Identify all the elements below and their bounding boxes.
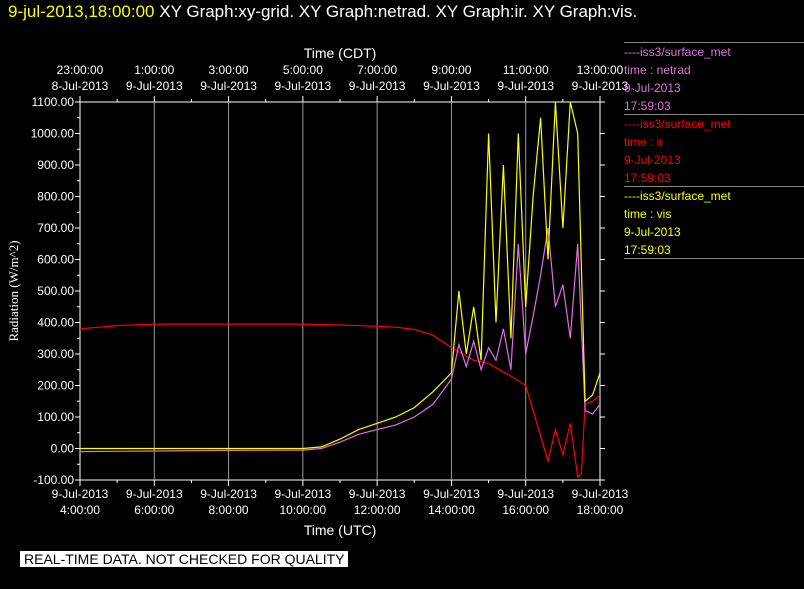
x-tick-label-top-time: 11:00:00 <box>503 63 549 77</box>
x-tick-label-bottom-time: 8:00:00 <box>209 503 249 517</box>
disclaimer: REAL-TIME DATA. NOT CHECKED FOR QUALITY <box>20 551 349 567</box>
legend-date: 9-Jul-2013 <box>624 225 681 239</box>
x-tick-label-top-date: 9-Jul-2013 <box>349 79 406 93</box>
x-tick-label-bottom-time: 16:00:00 <box>502 503 549 517</box>
x-tick-label-bottom-time: 4:00:00 <box>60 503 100 517</box>
y-tick-label: -100.00 <box>33 473 74 487</box>
x-tick-label-bottom-date: 9-Jul-2013 <box>52 487 109 501</box>
x-tick-label-bottom-date: 9-Jul-2013 <box>275 487 332 501</box>
x-tick-label-bottom-date: 9-Jul-2013 <box>200 487 257 501</box>
y-tick-label: 800.00 <box>37 190 74 204</box>
x-axis-label-bottom: Time (UTC) <box>304 522 377 538</box>
legend-variable: time : vis <box>624 207 672 221</box>
x-tick-label-top-date: 9-Jul-2013 <box>126 79 183 93</box>
legend-source: ----iss3/surface_met <box>624 189 731 203</box>
legend-separator-line <box>624 258 804 259</box>
y-tick-label: 400.00 <box>37 316 74 330</box>
y-tick-label: 1100.00 <box>32 95 75 109</box>
series-line-vis <box>80 102 600 450</box>
series-line-ir <box>80 323 600 479</box>
x-tick-label-top-time: 1:00:00 <box>134 63 174 77</box>
x-tick-label-bottom-time: 10:00:00 <box>279 503 326 517</box>
x-tick-label-top-time: 5:00:00 <box>283 63 323 77</box>
legend-separator <box>624 114 804 115</box>
y-axis-label: Radiation (W/m^2) <box>6 240 21 341</box>
x-tick-label-top-date: 9-Jul-2013 <box>200 79 257 93</box>
legend-source: ----iss3/surface_met <box>624 45 731 59</box>
legend-variable: time : netrad <box>624 63 691 77</box>
legend-source: ----iss3/surface_met <box>624 117 731 131</box>
header-timestamp: 9-jul-2013,18:00:00 <box>8 2 155 21</box>
x-tick-label-top-date: 9-Jul-2013 <box>497 79 554 93</box>
legend-time: 17:59:03 <box>624 243 671 257</box>
x-tick-label-top-time: 23:00:00 <box>57 63 104 77</box>
x-tick-label-top-time: 9:00:00 <box>431 63 471 77</box>
y-tick-label: 900.00 <box>37 158 74 172</box>
y-tick-label: 1000.00 <box>31 127 75 141</box>
legend-time: 17:59:03 <box>624 171 671 185</box>
legend-separator <box>624 258 804 259</box>
y-tick-label: 100.00 <box>37 410 74 424</box>
x-tick-label-top-time: 7:00:00 <box>357 63 397 77</box>
x-tick-label-bottom-date: 9-Jul-2013 <box>126 487 183 501</box>
x-tick-label-bottom-time: 12:00:00 <box>354 503 401 517</box>
y-tick-label: 500.00 <box>37 284 74 298</box>
legend-separator <box>624 42 804 43</box>
y-tick-label: 300.00 <box>37 347 74 361</box>
x-tick-label-top-date: 9-Jul-2013 <box>572 79 629 93</box>
y-tick-label: 200.00 <box>37 379 74 393</box>
x-tick-label-bottom-time: 18:00:00 <box>577 503 624 517</box>
legend-date: 9-Jul-2013 <box>624 153 681 167</box>
x-tick-label-top-date: 9-Jul-2013 <box>275 79 332 93</box>
x-tick-label-top-date: 9-Jul-2013 <box>423 79 480 93</box>
legend-variable: time : ir <box>624 135 664 149</box>
x-tick-label-top-time: 3:00:00 <box>209 63 249 77</box>
y-tick-label: 600.00 <box>37 253 74 267</box>
legend-date: 9-Jul-2013 <box>624 81 681 95</box>
x-tick-label-bottom-date: 9-Jul-2013 <box>423 487 480 501</box>
x-tick-label-bottom-date: 9-Jul-2013 <box>572 487 629 501</box>
x-tick-label-top-time: 13:00:00 <box>577 63 624 77</box>
y-tick-label: 0.00 <box>51 442 75 456</box>
legend-separator <box>624 186 804 187</box>
x-tick-label-bottom-date: 9-Jul-2013 <box>349 487 406 501</box>
x-axis-label-top: Time (CDT) <box>304 45 377 61</box>
x-tick-label-bottom-date: 9-Jul-2013 <box>497 487 554 501</box>
x-tick-label-bottom-time: 6:00:00 <box>134 503 174 517</box>
legend-time: 17:59:03 <box>624 99 671 113</box>
header-graph-titles: XY Graph:xy-grid. XY Graph:netrad. XY Gr… <box>159 2 638 21</box>
x-tick-label-top-date: 8-Jul-2013 <box>52 79 109 93</box>
series-line-netrad <box>80 227 600 453</box>
x-tick-label-bottom-time: 14:00:00 <box>428 503 475 517</box>
header-title: 9-jul-2013,18:00:00 XY Graph:xy-grid. XY… <box>8 2 637 22</box>
y-tick-label: 700.00 <box>37 221 74 235</box>
